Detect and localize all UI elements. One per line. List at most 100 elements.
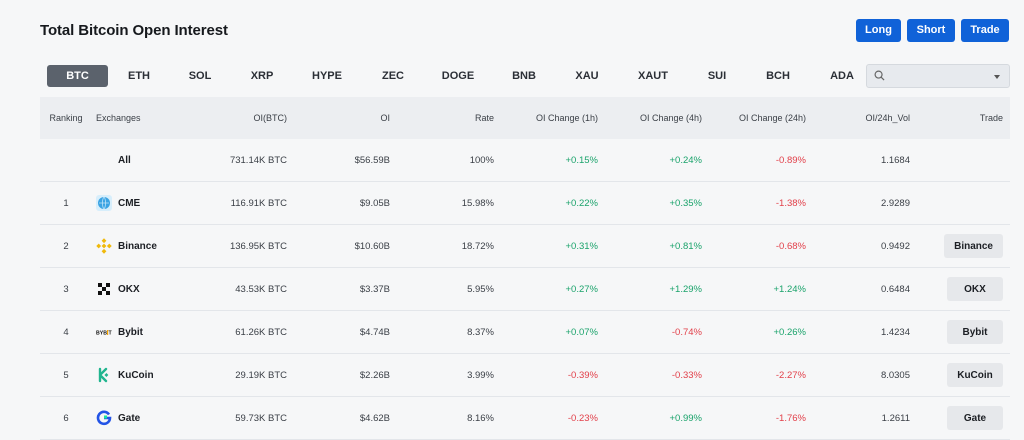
rank-value: 4 — [63, 326, 69, 338]
rate-value: 3.99% — [467, 369, 494, 381]
oi-change-4h-value: -0.74% — [671, 326, 702, 338]
page-header: Total Bitcoin Open Interest Long Short T… — [0, 0, 1024, 60]
rank-value: 5 — [63, 369, 69, 381]
rate-value: 100% — [469, 154, 494, 166]
binance-logo-icon — [96, 238, 112, 254]
search-icon — [874, 70, 885, 81]
rank-value: 6 — [63, 412, 69, 424]
bybit-logo-icon: BYB T — [96, 324, 113, 340]
col-oi-btc[interactable]: OI(BTC) — [253, 113, 288, 123]
col-oi-change-1h[interactable]: OI Change (1h) — [535, 113, 598, 123]
col-oi-change-4h[interactable]: OI Change (4h) — [639, 113, 702, 123]
okx-logo-icon — [96, 281, 112, 297]
col-ranking: Ranking — [49, 113, 83, 123]
tab-bnb[interactable]: BNB — [512, 70, 536, 82]
tab-hype[interactable]: HYPE — [312, 70, 342, 82]
table-row: 2 Binance 136.95K BTC $10.60B 18.72% +0.31% +0… — [40, 225, 1010, 268]
tab-xau[interactable]: XAU — [575, 70, 599, 82]
exchange-name[interactable]: Binance — [118, 240, 157, 252]
all-label: All — [118, 154, 131, 166]
oi-change-1h-value: -0.39% — [567, 369, 598, 381]
oi-value: $3.37B — [359, 283, 390, 295]
page-title: Total Bitcoin Open Interest — [40, 22, 228, 39]
tab-xaut[interactable]: XAUT — [638, 70, 668, 82]
exchange-name[interactable]: OKX — [118, 283, 140, 295]
rate-value: 15.98% — [461, 197, 494, 209]
trade-button[interactable]: Trade — [961, 19, 1009, 42]
oi-value: $9.05B — [359, 197, 390, 209]
exchange-cell[interactable]: KuCoin — [96, 354, 216, 396]
svg-text:T: T — [109, 331, 113, 337]
tab-sui[interactable]: SUI — [707, 70, 727, 82]
oi-btc-value: 43.53K BTC — [235, 283, 287, 295]
exchange-name[interactable]: Gate — [118, 412, 141, 424]
oi-value: $4.74B — [359, 326, 390, 338]
table-row: 6 Gate 59.73K BTC $4.62B 8.16% -0.23% +0.99% -1… — [40, 397, 1010, 440]
rate-value: 8.16% — [467, 412, 494, 424]
rate-value: 5.95% — [467, 283, 494, 295]
trade-gate-button[interactable]: Gate — [947, 406, 1003, 430]
oi-vol-value: 2.9289 — [880, 197, 910, 209]
table-row: 3 OKX 43.53K BTC $3.37B 5.95% +0.27% +1.29% +1.… — [40, 268, 1010, 311]
gate-logo-icon — [96, 410, 112, 426]
oi-value: $2.26B — [359, 369, 390, 381]
oi-change-24h-value: -0.89% — [775, 154, 806, 166]
oi-change-4h-value: +0.24% — [669, 154, 703, 166]
long-button[interactable]: Long — [856, 19, 901, 42]
tab-eth[interactable]: ETH — [128, 70, 150, 82]
tab-btc[interactable]: BTC — [47, 65, 108, 87]
rank-value: 2 — [63, 240, 69, 252]
col-oi[interactable]: OI — [380, 113, 390, 123]
col-oi-change-24h[interactable]: OI Change (24h) — [738, 113, 806, 123]
oi-change-1h-value: -0.23% — [567, 412, 598, 424]
exchange-name[interactable]: CME — [118, 197, 141, 209]
oi-vol-value: 0.6484 — [880, 283, 910, 295]
tab-sol[interactable]: SOL — [188, 70, 212, 82]
exchange-cell[interactable]: CME — [96, 182, 216, 224]
oi-change-4h-value: -0.33% — [671, 369, 702, 381]
tab-doge[interactable]: DOGE — [441, 70, 475, 82]
oi-vol-value: 0.9492 — [880, 240, 910, 252]
oi-change-24h-value: -2.27% — [775, 369, 806, 381]
oi-value: $4.62B — [359, 412, 390, 424]
svg-text:BYB: BYB — [96, 331, 107, 337]
oi-change-1h-value: +0.15% — [565, 154, 599, 166]
col-trade: Trade — [979, 113, 1003, 123]
rate-value: 8.37% — [467, 326, 494, 338]
tab-zec[interactable]: ZEC — [382, 70, 404, 82]
oi-change-24h-value: -1.38% — [775, 197, 806, 209]
col-rate[interactable]: Rate — [474, 113, 494, 123]
oi-change-24h-value: -0.68% — [775, 240, 806, 252]
exchange-cell[interactable]: OKX — [96, 268, 216, 310]
table-header: Ranking Exchanges OI(BTC) OI Rate OI Cha… — [40, 97, 1010, 139]
oi-btc-value: 29.19K BTC — [235, 369, 287, 381]
exchange-cell[interactable]: BYB T Bybit — [96, 311, 216, 353]
exchange-cell[interactable]: Gate — [96, 397, 216, 439]
trade-kucoin-button[interactable]: KuCoin — [947, 363, 1003, 387]
oi-change-24h-value: +0.26% — [773, 326, 807, 338]
col-exchanges: Exchanges — [96, 113, 141, 123]
open-interest-table: Ranking Exchanges OI(BTC) OI Rate OI Cha… — [40, 97, 1010, 440]
kucoin-logo-icon — [96, 367, 112, 383]
trade-okx-button[interactable]: OKX — [947, 277, 1003, 301]
tab-ada[interactable]: ADA — [830, 70, 854, 82]
oi-change-1h-value: +0.07% — [565, 326, 599, 338]
table-row: 1 CME 116.91K BTC $9.05B 15.98% +0.22% +0.35% -… — [40, 182, 1010, 225]
table-row: 5 KuCoin 29.19K BTC $2.26B 3.99% -0.39% -0.33%… — [40, 354, 1010, 397]
oi-change-1h-value: +0.22% — [565, 197, 599, 209]
trade-binance-button[interactable]: Binance — [944, 234, 1003, 258]
oi-change-24h-value: +1.24% — [773, 283, 807, 295]
exchange-name[interactable]: Bybit — [118, 326, 143, 338]
exchange-cell[interactable]: Binance — [96, 225, 216, 267]
oi-vol-value: 8.0305 — [880, 369, 910, 381]
search-select[interactable] — [866, 64, 1010, 88]
col-oi-vol[interactable]: OI/24h_Vol — [865, 113, 910, 123]
short-button[interactable]: Short — [907, 19, 955, 42]
tab-bch[interactable]: BCH — [766, 70, 790, 82]
trade-bybit-button[interactable]: Bybit — [947, 320, 1003, 344]
tab-xrp[interactable]: XRP — [250, 70, 274, 82]
exchange-name[interactable]: KuCoin — [118, 369, 154, 381]
chevron-down-icon[interactable] — [994, 75, 1000, 79]
rank-value: 3 — [63, 283, 69, 295]
oi-vol-value: 1.2611 — [881, 412, 910, 424]
